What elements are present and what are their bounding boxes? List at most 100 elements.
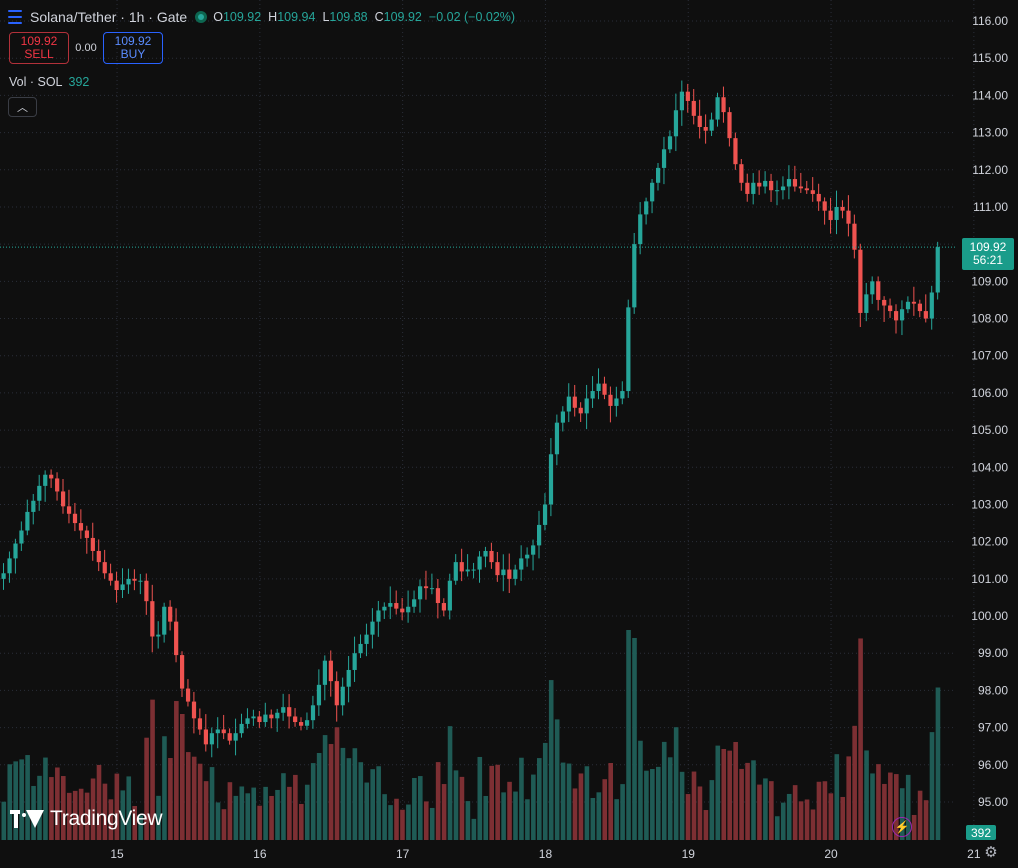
candle-body xyxy=(697,115,702,127)
volume-bar xyxy=(602,779,608,840)
volume-bar xyxy=(316,752,322,840)
candle-body xyxy=(911,301,917,304)
candle-body xyxy=(257,716,262,723)
candle-body xyxy=(596,383,601,392)
candle-body xyxy=(203,729,208,745)
candle-body xyxy=(798,186,803,189)
sell-label: SELL xyxy=(24,47,54,61)
candle-body xyxy=(322,660,327,685)
candle-body xyxy=(55,478,60,492)
volume-bar xyxy=(733,741,738,840)
candle-body xyxy=(775,190,780,192)
volume-bar xyxy=(120,790,126,840)
volume-bar xyxy=(935,687,941,840)
volume-bar xyxy=(697,786,703,840)
volume-bar xyxy=(37,775,42,840)
candle-body xyxy=(346,669,351,687)
candle-body xyxy=(899,309,905,321)
candle-body xyxy=(661,149,667,168)
volume-bar xyxy=(644,770,649,840)
lightning-icon[interactable]: ⚡ xyxy=(892,817,912,837)
volume-bar xyxy=(638,740,643,840)
tradingview-logo[interactable]: TradingView xyxy=(10,807,163,831)
volume-bar xyxy=(281,773,286,840)
volume-bar xyxy=(846,756,851,840)
volume-bar xyxy=(858,638,863,840)
volume-bar xyxy=(423,801,429,840)
grid-lines xyxy=(0,0,975,840)
price-tick-label: 97.00 xyxy=(978,721,1008,735)
candle-body xyxy=(31,500,36,512)
candle-body xyxy=(667,136,673,150)
candle-body xyxy=(578,407,583,414)
candle-body xyxy=(834,206,839,220)
volume-bar xyxy=(495,764,500,840)
volume-bar xyxy=(673,727,679,840)
candle-body xyxy=(459,562,464,572)
candle-body xyxy=(525,554,530,559)
candle-body xyxy=(828,210,833,220)
volume-bar xyxy=(245,793,251,840)
volume-bar xyxy=(49,777,54,840)
settings-gear-icon[interactable]: ⚙ xyxy=(984,844,998,861)
volume-bar xyxy=(61,776,66,840)
candle-body xyxy=(626,307,631,392)
candle-body xyxy=(19,530,24,544)
candle-body xyxy=(394,603,399,609)
bar-countdown: 56:21 xyxy=(972,253,1004,267)
time-axis: 15 16 17 18 19 20 21 xyxy=(110,847,980,861)
candle-body xyxy=(840,206,845,211)
market-open-icon xyxy=(195,11,208,23)
candle-body xyxy=(763,180,768,187)
volume-bar xyxy=(132,806,137,840)
volume-bar xyxy=(197,763,203,840)
candle-body xyxy=(138,580,143,582)
candle-body xyxy=(727,112,732,139)
volume-bar xyxy=(90,778,96,840)
collapse-legend-button[interactable]: ︿ xyxy=(8,97,37,117)
price-tick-label: 114.00 xyxy=(972,88,1008,102)
volume-bar xyxy=(905,774,911,840)
candle-body xyxy=(227,733,232,741)
candle-body xyxy=(376,610,381,622)
volume-bar xyxy=(792,785,798,840)
candle-body xyxy=(656,167,661,183)
candle-body xyxy=(61,491,66,507)
volume-bar xyxy=(727,750,732,840)
candle-body xyxy=(560,411,565,423)
candle-body xyxy=(120,584,125,591)
candle-body xyxy=(388,603,393,607)
candle-body xyxy=(816,193,821,202)
volume-bar xyxy=(852,725,857,840)
candle-body xyxy=(846,210,851,224)
volume-bar xyxy=(328,744,334,840)
tradingview-mark-icon xyxy=(10,810,44,828)
volume-bar xyxy=(566,763,572,840)
time-tick-label: 15 xyxy=(110,847,124,861)
candle-body xyxy=(477,556,482,570)
volume-bar xyxy=(739,768,744,840)
volume-bar xyxy=(679,771,685,840)
candle-body xyxy=(406,606,411,613)
candle-body xyxy=(185,688,191,702)
candle-body xyxy=(471,569,476,571)
candle-body xyxy=(792,179,798,187)
candle-body xyxy=(608,394,613,406)
candles xyxy=(1,80,940,758)
volume-bar xyxy=(798,801,804,840)
menu-lines-icon[interactable] xyxy=(8,10,22,24)
trade-panel: 109.92 SELL 0.00 109.92 BUY xyxy=(9,32,163,64)
sell-button[interactable]: 109.92 SELL xyxy=(9,32,69,64)
volume-bar xyxy=(519,757,524,840)
volume-legend[interactable]: Vol · SOL 392 xyxy=(9,75,89,89)
volume-bar xyxy=(102,783,108,840)
candle-body xyxy=(239,723,244,734)
volume-bar xyxy=(7,764,13,840)
buy-button[interactable]: 109.92 BUY xyxy=(103,32,163,64)
symbol-title[interactable]: Solana/Tether · 1h · Gate xyxy=(30,9,188,25)
volume-bar xyxy=(1,801,7,840)
candle-body xyxy=(13,543,18,559)
price-tick-label: 108.00 xyxy=(971,312,1008,326)
